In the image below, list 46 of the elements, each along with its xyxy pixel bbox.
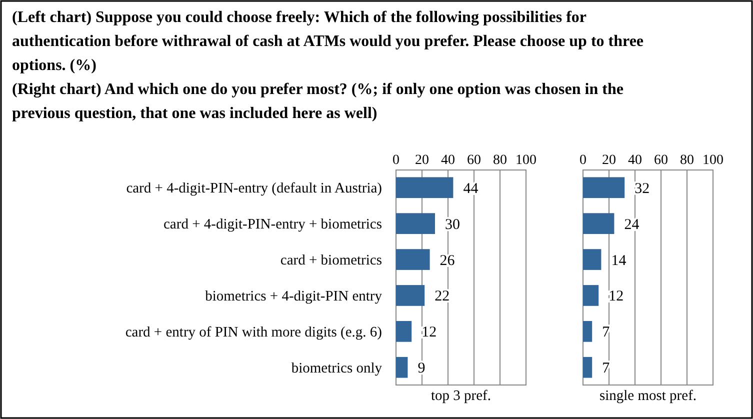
data-label: 26 xyxy=(440,252,456,269)
y-tick-label: card + entry of PIN with more digits (e.g. 6) xyxy=(125,324,382,341)
x-tick-label: 0 xyxy=(580,153,586,168)
bar xyxy=(396,213,435,234)
data-label: 30 xyxy=(445,216,460,233)
x-axis-title: top 3 pref. xyxy=(431,388,491,404)
x-tick-label: 80 xyxy=(680,153,694,168)
x-tick-label: 80 xyxy=(493,153,507,168)
chart-title: (Left chart) Suppose you could choose freely: Which of the following possibilities for authentication before withrawal of cash at ATMs would you prefer. Please choose up to three options. (%) xyxy=(12,9,644,74)
x-tick-label: 20 xyxy=(415,153,429,168)
x-tick-label: 60 xyxy=(467,153,481,168)
data-label: 12 xyxy=(422,324,437,341)
data-label: 32 xyxy=(634,180,650,197)
bar xyxy=(583,177,625,198)
x-tick-label: 0 xyxy=(392,153,400,168)
bar xyxy=(583,321,592,342)
text: (Right chart) And which one do you prefer most? (%; if only one option was chosen in the previous question, that one was included here as well) xyxy=(12,81,624,122)
bar xyxy=(396,249,430,270)
x-tick-label: 100 xyxy=(516,153,536,168)
bar xyxy=(583,249,602,270)
data-label: 7 xyxy=(602,360,610,377)
data-label: 14 xyxy=(611,252,627,269)
bar xyxy=(396,321,412,342)
bar xyxy=(396,177,454,198)
bar xyxy=(396,356,408,378)
x-tick-label: 40 xyxy=(441,153,455,168)
bar xyxy=(396,285,425,306)
data-label: 7 xyxy=(602,324,610,341)
x-tick-label: 20 xyxy=(602,153,616,168)
x-tick-label: 100 xyxy=(702,153,724,168)
data-label: 9 xyxy=(418,360,426,377)
bar xyxy=(583,285,599,306)
x-axis-title: single most pref. xyxy=(599,388,697,404)
bar xyxy=(583,213,614,234)
data-label: 22 xyxy=(434,288,450,305)
y-tick-label: card + 4-digit-PIN-entry (default in Austria) xyxy=(126,180,382,197)
data-label: 24 xyxy=(624,216,640,233)
y-tick-label: card + biometrics xyxy=(280,252,382,269)
x-tick-label: 40 xyxy=(628,153,642,168)
x-tick-label: 60 xyxy=(654,153,668,168)
data-label: 44 xyxy=(463,180,479,197)
bar xyxy=(583,356,592,378)
y-tick-label: biometrics + 4-digit-PIN entry xyxy=(205,288,383,305)
y-tick-label: card + 4-digit-PIN-entry + biometrics xyxy=(164,216,382,233)
y-tick-label: biometrics only xyxy=(291,360,383,376)
data-label: 12 xyxy=(608,288,624,305)
